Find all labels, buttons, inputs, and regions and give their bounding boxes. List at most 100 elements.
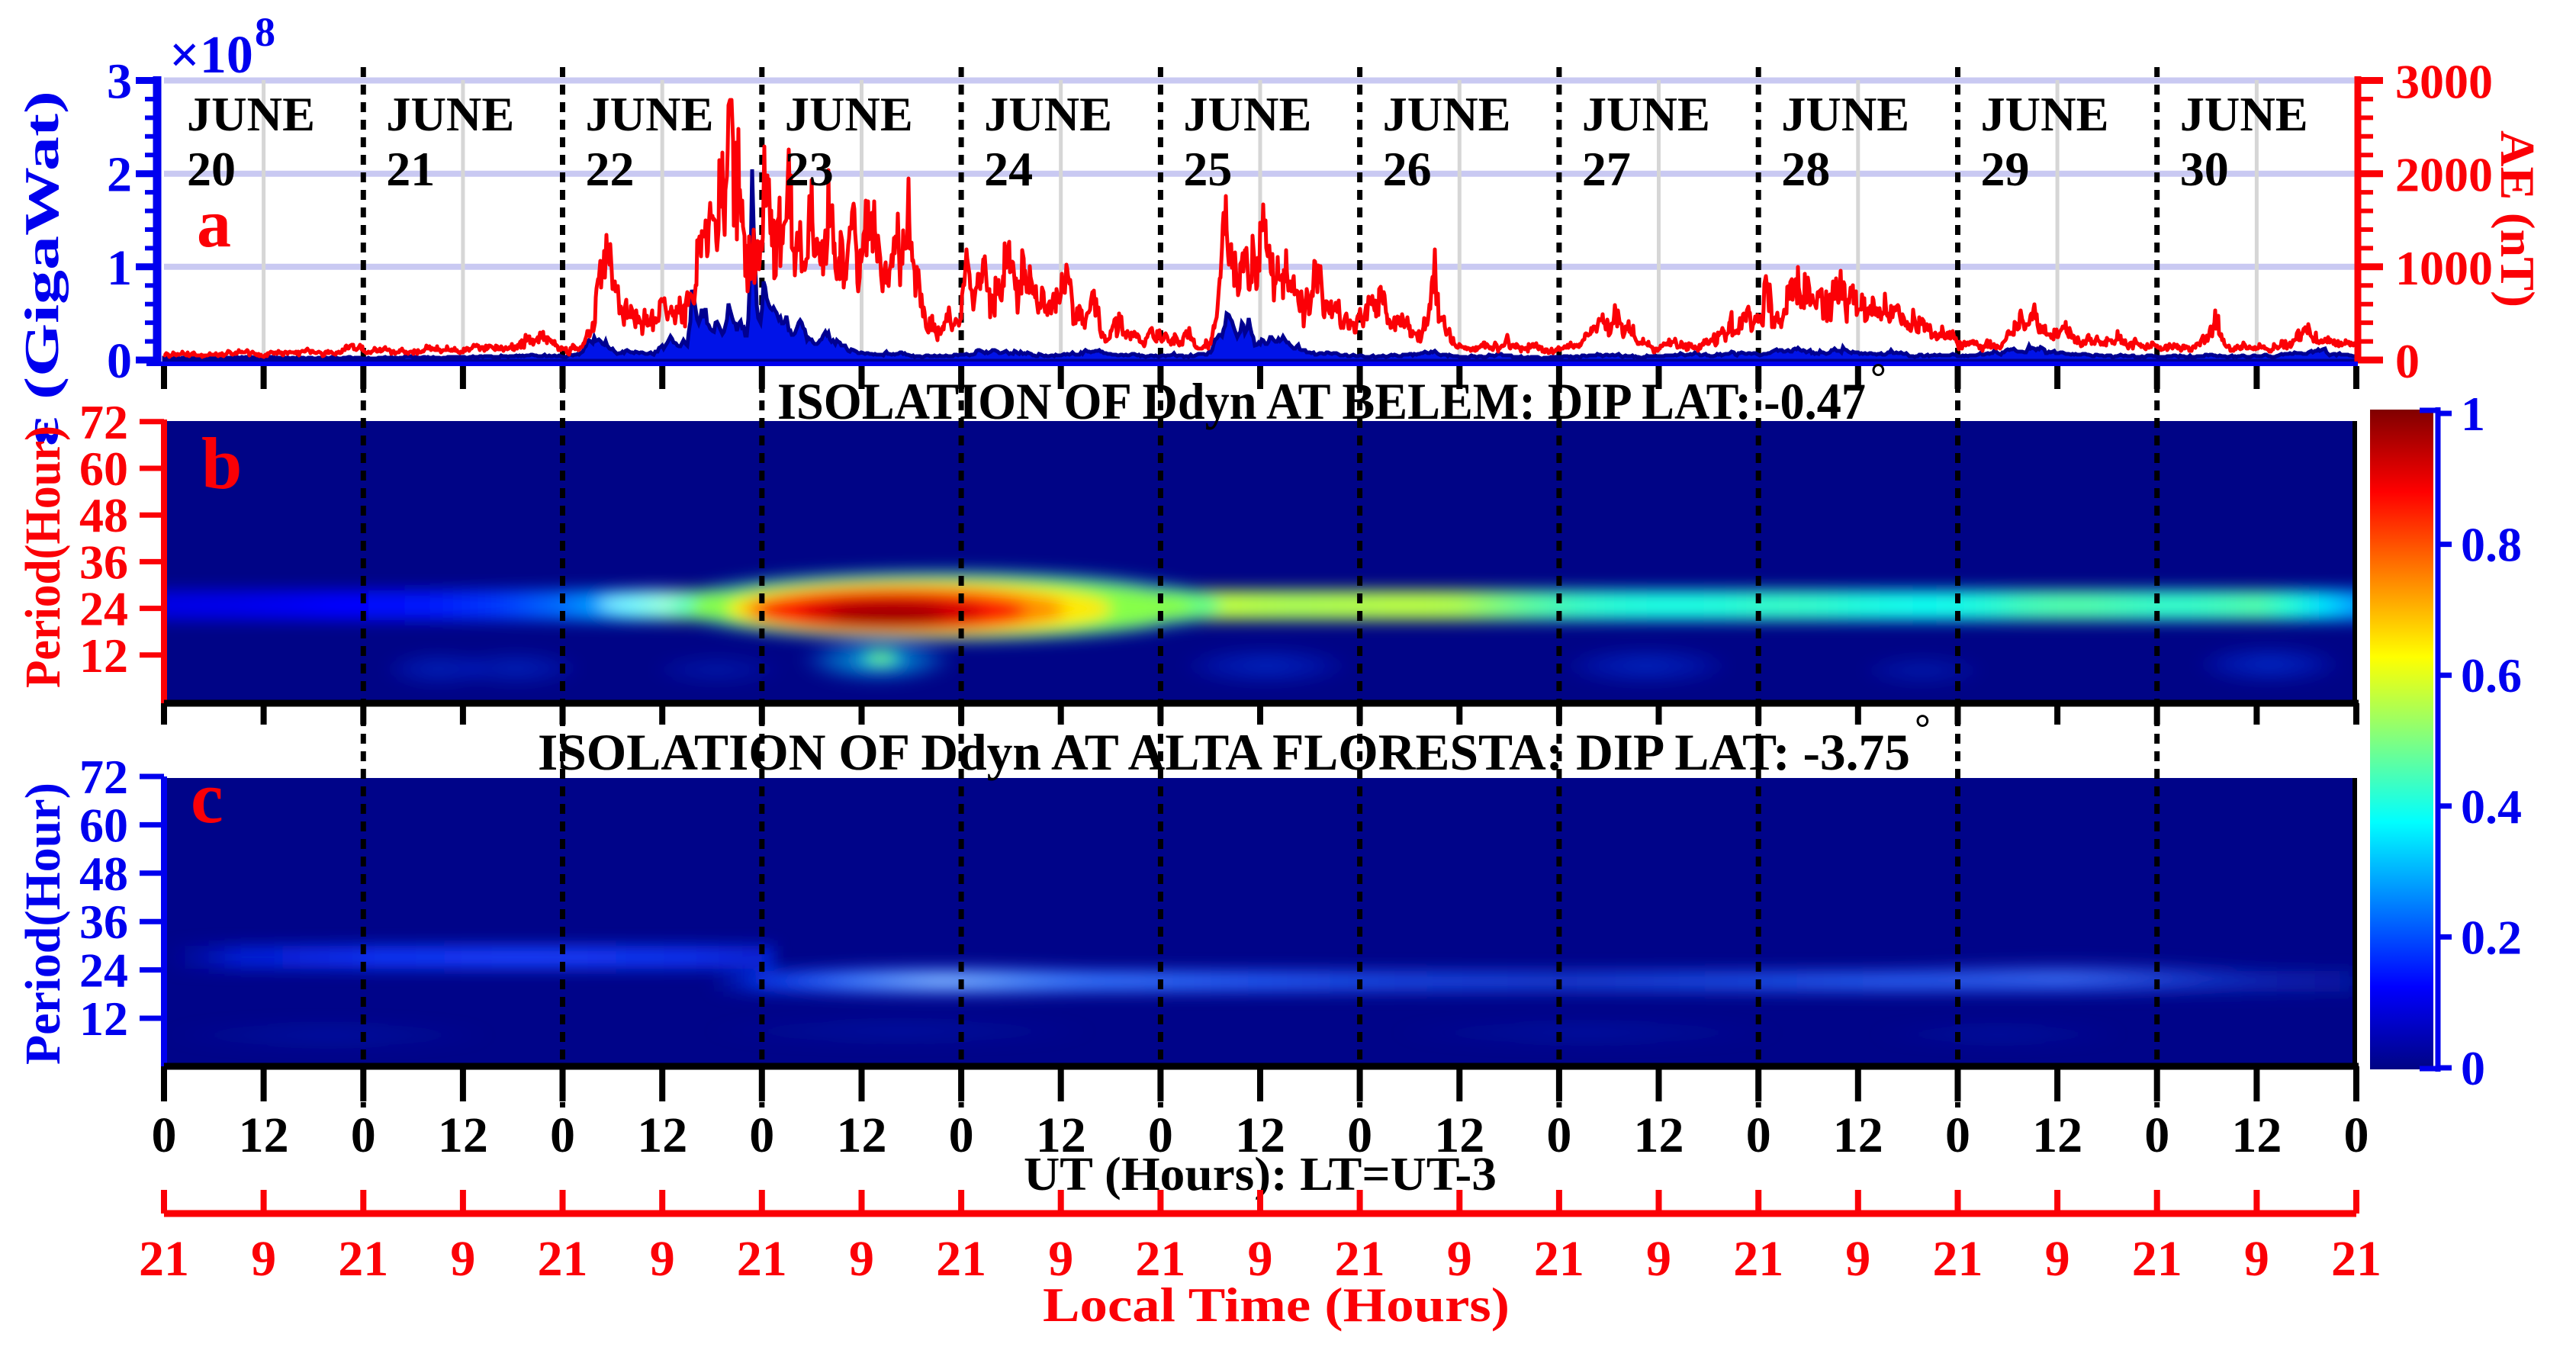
svg-text:12: 12 (1235, 1107, 1285, 1163)
svg-text:21: 21 (1534, 1231, 1584, 1287)
svg-text:21: 21 (1733, 1231, 1783, 1287)
svg-text:12: 12 (1634, 1107, 1684, 1163)
svg-text:ISOLATION OF Ddyn AT ALTA FLOR: ISOLATION OF Ddyn AT ALTA FLORESTA: DIP … (538, 723, 1910, 781)
svg-text:28: 28 (1781, 142, 1830, 196)
svg-text:JUNE: JUNE (2180, 87, 2308, 141)
svg-text:Period(Hour): Period(Hour) (15, 783, 71, 1065)
svg-text:0: 0 (550, 1107, 575, 1163)
svg-text:20: 20 (187, 142, 236, 196)
svg-text:0: 0 (1945, 1107, 1970, 1163)
svg-text:b: b (201, 423, 242, 504)
svg-text:60: 60 (79, 442, 128, 496)
svg-text:21: 21 (1135, 1231, 1185, 1287)
svg-text:Period(Hour): Period(Hour) (15, 426, 71, 688)
svg-text:8: 8 (255, 9, 275, 55)
svg-text:21: 21 (2132, 1231, 2182, 1287)
svg-text:12: 12 (2032, 1107, 2082, 1163)
svg-text:3000: 3000 (2395, 55, 2493, 109)
svg-text:0: 0 (2344, 1107, 2369, 1163)
svg-text:JUNE: JUNE (1781, 87, 1909, 141)
svg-text:0: 0 (2461, 1041, 2485, 1095)
svg-text:12: 12 (2231, 1107, 2282, 1163)
svg-text:21: 21 (139, 1231, 189, 1287)
svg-text:30: 30 (2180, 142, 2229, 196)
svg-text:12: 12 (438, 1107, 488, 1163)
svg-text:0.4: 0.4 (2461, 780, 2522, 834)
svg-text:9: 9 (1248, 1231, 1273, 1287)
svg-text:2000: 2000 (2395, 148, 2493, 202)
svg-text:0: 0 (1148, 1107, 1173, 1163)
svg-text:21: 21 (1933, 1231, 1983, 1287)
svg-text:21: 21 (338, 1231, 388, 1287)
svg-text:12: 12 (837, 1107, 887, 1163)
svg-text:36: 36 (79, 535, 128, 589)
svg-text:ε (GigaWat): ε (GigaWat) (14, 91, 69, 446)
svg-text:0: 0 (949, 1107, 974, 1163)
svg-text:12: 12 (79, 992, 128, 1046)
svg-text:0: 0 (2144, 1107, 2169, 1163)
svg-text:22: 22 (586, 142, 635, 196)
svg-text:21: 21 (936, 1231, 986, 1287)
svg-text:9: 9 (1646, 1231, 1671, 1287)
svg-text:0: 0 (152, 1107, 177, 1163)
svg-text:12: 12 (239, 1107, 289, 1163)
svg-text:9: 9 (2045, 1231, 2070, 1287)
svg-text:24: 24 (79, 944, 128, 998)
svg-text:×10: ×10 (169, 26, 253, 85)
svg-text:12: 12 (1833, 1107, 1883, 1163)
svg-text:2: 2 (107, 147, 132, 203)
svg-text:JUNE: JUNE (1183, 87, 1311, 141)
svg-text:3: 3 (107, 54, 132, 110)
svg-text:JUNE: JUNE (984, 87, 1112, 141)
svg-text:27: 27 (1582, 142, 1631, 196)
svg-text:12: 12 (79, 628, 128, 683)
svg-text:Local Time (Hours): Local Time (Hours) (1043, 1278, 1510, 1332)
svg-text:21: 21 (737, 1231, 787, 1287)
svg-text:60: 60 (79, 798, 128, 852)
svg-text:JUNE: JUNE (187, 87, 315, 141)
svg-text:21: 21 (386, 142, 435, 196)
svg-text:9: 9 (650, 1231, 675, 1287)
svg-text:9: 9 (251, 1231, 276, 1287)
svg-text:0.6: 0.6 (2461, 648, 2522, 702)
svg-text:9: 9 (1447, 1231, 1472, 1287)
svg-text:21: 21 (538, 1231, 588, 1287)
svg-text:72: 72 (79, 750, 128, 804)
svg-text:9: 9 (2244, 1231, 2269, 1287)
svg-text:ISOLATION OF Ddyn AT BELEM: DI: ISOLATION OF Ddyn AT BELEM: DIP LAT: -0.… (777, 372, 1866, 430)
svg-text:0.2: 0.2 (2461, 910, 2522, 964)
svg-text:0: 0 (351, 1107, 376, 1163)
svg-text:JUNE: JUNE (386, 87, 514, 141)
svg-text:1: 1 (107, 240, 132, 296)
svg-text:0: 0 (1746, 1107, 1771, 1163)
svg-text:AE (nT): AE (nT) (2491, 130, 2545, 307)
svg-text:0: 0 (1546, 1107, 1571, 1163)
svg-text:0: 0 (2395, 334, 2420, 388)
svg-text:9: 9 (1048, 1231, 1073, 1287)
svg-text:21: 21 (1335, 1231, 1385, 1287)
svg-text:48: 48 (79, 847, 128, 901)
svg-text:JUNE: JUNE (1981, 87, 2109, 141)
svg-text:JUNE: JUNE (1383, 87, 1511, 141)
svg-text:25: 25 (1183, 142, 1232, 196)
svg-text:9: 9 (1845, 1231, 1870, 1287)
svg-text:26: 26 (1383, 142, 1432, 196)
svg-text:21: 21 (2331, 1231, 2381, 1287)
svg-text:48: 48 (79, 488, 128, 542)
svg-text:a: a (197, 186, 231, 262)
svg-text:36: 36 (79, 895, 128, 949)
svg-text:JUNE: JUNE (586, 87, 714, 141)
svg-text:9: 9 (849, 1231, 874, 1287)
svg-text:JUNE: JUNE (1582, 87, 1710, 141)
svg-text:24: 24 (79, 582, 128, 636)
svg-text:23: 23 (785, 142, 834, 196)
svg-text:JUNE: JUNE (785, 87, 913, 141)
svg-text:0: 0 (107, 333, 132, 389)
svg-text:29: 29 (1981, 142, 2030, 196)
svg-text:72: 72 (79, 395, 128, 449)
svg-text:9: 9 (450, 1231, 475, 1287)
svg-text:°: ° (1915, 707, 1931, 751)
svg-text:0.8: 0.8 (2461, 518, 2522, 572)
svg-text:24: 24 (984, 142, 1033, 196)
svg-text:12: 12 (1434, 1107, 1484, 1163)
